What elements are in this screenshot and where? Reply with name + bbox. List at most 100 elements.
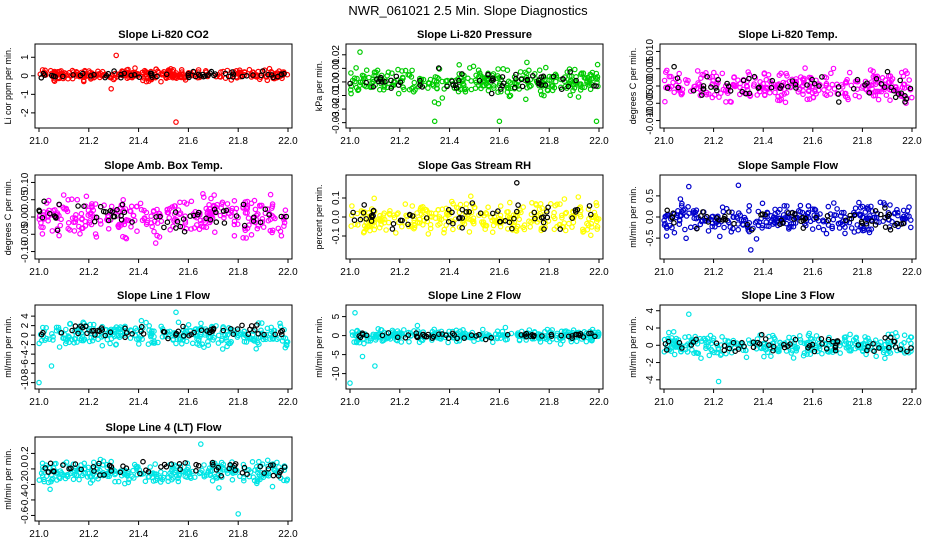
data-point [275, 473, 282, 479]
data-point [504, 331, 511, 338]
data-point [163, 463, 170, 470]
data-point [86, 338, 93, 345]
data-point [777, 85, 783, 91]
data-point [718, 351, 725, 357]
data-point [703, 213, 710, 220]
data-point [791, 216, 797, 222]
data-point [69, 75, 76, 82]
data-point [483, 210, 489, 216]
data-point [398, 223, 405, 230]
data-point [111, 68, 117, 74]
data-point [91, 334, 97, 341]
data-point [594, 224, 601, 230]
data-point [151, 228, 157, 235]
data-point [70, 72, 76, 78]
data-point [495, 208, 501, 214]
data-point [671, 63, 677, 70]
data-point [841, 209, 847, 216]
data-point [817, 211, 823, 217]
data-point [257, 219, 264, 226]
data-point [846, 69, 853, 76]
data-point [67, 320, 74, 327]
data-point [895, 91, 902, 97]
data-point [573, 338, 580, 345]
data-point [222, 70, 229, 77]
data-point [154, 220, 161, 226]
data-point [730, 214, 737, 220]
data-point [234, 326, 241, 332]
data-point [429, 81, 436, 88]
data-point [670, 328, 677, 335]
data-point [391, 78, 398, 85]
data-point [809, 226, 816, 232]
data-point [46, 210, 53, 217]
data-point [387, 336, 394, 342]
data-point [45, 479, 52, 486]
data-point [765, 72, 772, 78]
data-point [676, 217, 683, 224]
data-point [38, 220, 44, 226]
data-point [903, 96, 910, 102]
data-point [89, 328, 95, 334]
data-point [694, 350, 701, 357]
data-point [257, 463, 264, 470]
data-point [152, 461, 159, 467]
data-point [255, 458, 262, 465]
data-point [526, 218, 532, 225]
data-point [515, 202, 521, 208]
data-point [797, 202, 804, 209]
data-point [265, 71, 271, 78]
y-tick-label: -0.5 [645, 229, 656, 247]
data-point [240, 201, 247, 208]
data-point [381, 219, 388, 226]
y-tick-label: 0.000 [645, 73, 656, 98]
data-point [532, 215, 538, 222]
data-point [70, 476, 77, 483]
data-point [825, 336, 832, 343]
chart-title: Slope Gas Stream RH [418, 160, 531, 172]
series-subset [350, 180, 594, 232]
data-point [729, 209, 735, 216]
data-point [523, 70, 530, 77]
data-point [398, 339, 405, 345]
data-point [91, 218, 98, 225]
plot-frame [659, 304, 917, 390]
data-point [563, 209, 570, 216]
data-point [690, 87, 697, 94]
data-point [518, 332, 525, 338]
data-point [249, 458, 256, 465]
chart-title: Slope Line 4 (LT) Flow [106, 422, 222, 434]
data-point [348, 83, 355, 90]
data-point [830, 200, 837, 206]
data-point [111, 75, 118, 82]
data-point [150, 208, 157, 214]
y-axis-label: ml/min per min. [3, 448, 13, 510]
data-point [457, 201, 464, 208]
data-point [577, 87, 584, 93]
y-tick-label: 2 [20, 322, 31, 328]
data-point [676, 70, 683, 77]
data-point [245, 331, 252, 338]
data-point [763, 85, 770, 92]
data-point [536, 67, 543, 74]
data-point [726, 345, 733, 352]
series-all [347, 309, 602, 386]
data-point [56, 344, 63, 350]
data-point [664, 207, 671, 214]
data-point [219, 346, 226, 352]
data-point [349, 203, 355, 209]
data-point [267, 191, 274, 198]
data-point [122, 325, 128, 332]
data-point [221, 220, 228, 226]
data-point [372, 363, 378, 369]
data-point [255, 330, 262, 337]
data-point [130, 212, 137, 219]
data-point [129, 219, 135, 225]
data-point [78, 210, 85, 217]
y-tick-label: 0.02 [331, 45, 342, 65]
data-point [806, 87, 812, 94]
data-point [110, 213, 117, 220]
data-point [57, 475, 63, 482]
data-point [114, 206, 120, 213]
data-point [863, 337, 869, 344]
